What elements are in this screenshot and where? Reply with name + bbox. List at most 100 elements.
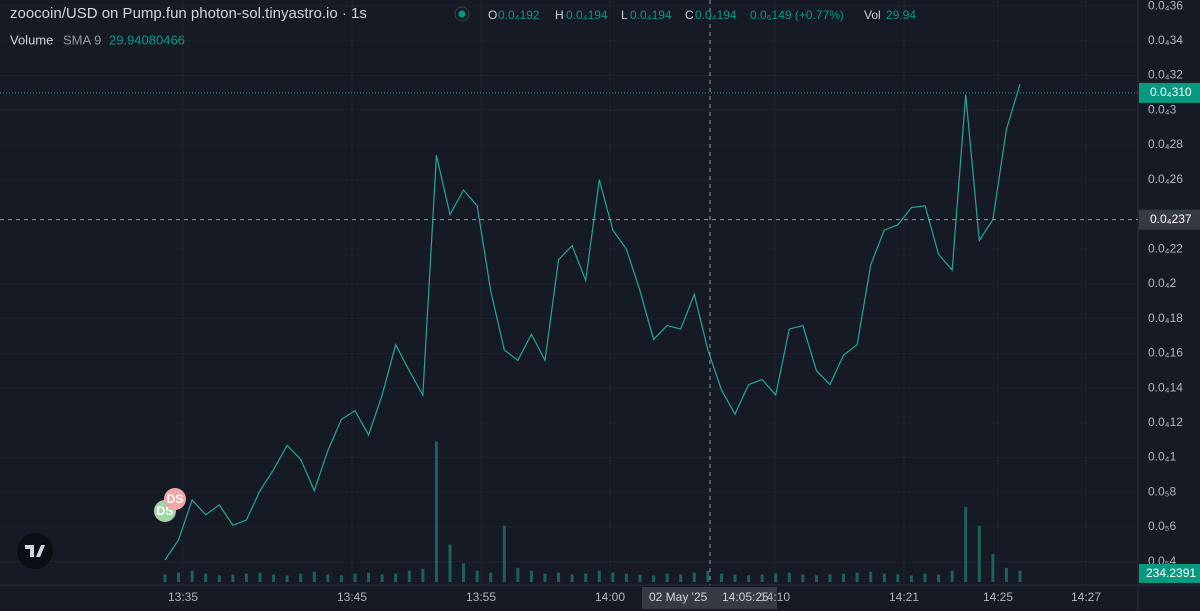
volume-bar <box>597 570 601 582</box>
volume-bar <box>272 574 276 582</box>
volume-bar <box>299 573 303 582</box>
last-price-label: 0.0₄310 <box>1150 85 1192 99</box>
label: L <box>621 8 628 22</box>
volume-bar <box>624 573 628 582</box>
volume-bar <box>448 544 452 582</box>
y-tick-label: 0.0₄2 <box>1148 276 1177 290</box>
label: C <box>685 8 694 22</box>
volume-bar <box>258 572 262 582</box>
volume-bar <box>991 553 995 582</box>
y-tick-label: 0.0₄18 <box>1148 311 1183 325</box>
volume-bar <box>353 573 357 582</box>
y-tick-label: 0.0₅6 <box>1148 519 1177 533</box>
logo-bg <box>17 533 53 569</box>
volume-bar <box>529 570 533 582</box>
volume-bar <box>434 441 438 582</box>
volume-bar <box>923 573 927 582</box>
y-tick-label: 0.0₄22 <box>1148 241 1183 255</box>
marker-label: DS <box>167 492 184 506</box>
volume-bar <box>407 570 411 582</box>
plot <box>164 84 1021 561</box>
volume-bar <box>964 507 968 582</box>
status <box>454 6 470 22</box>
value: 0.0₄192 <box>498 8 540 22</box>
x-tick-label: 13:45 <box>337 590 367 604</box>
value: 29.94 <box>886 8 916 22</box>
label: O <box>488 8 497 22</box>
volume-tag-label: 234.2391 <box>1146 566 1196 580</box>
volume-bar <box>977 525 981 582</box>
y-tick-label: 0.0₄32 <box>1148 68 1183 82</box>
volume-bar <box>611 572 615 582</box>
y-tick-label: 0.0₄26 <box>1148 172 1183 186</box>
volume-bar <box>787 572 791 582</box>
volume-bar <box>163 574 167 582</box>
volume-bar <box>462 563 466 582</box>
title: zoocoin/USD on Pump.fun photon-sol.tinya… <box>10 5 367 22</box>
volume-bar <box>502 525 506 582</box>
volume-bar <box>760 574 764 582</box>
markers[interactable]: DS DS <box>154 488 186 522</box>
label: SMA 9 <box>63 32 101 47</box>
price-axis: 0.0₄36 0.0₄34 0.0₄32 0.0₄3 0.0₄28 0.0₄26 0.0₄2… <box>1148 0 1183 568</box>
volume-bar <box>380 574 384 582</box>
y-tick-label: 0.0₄28 <box>1148 137 1183 151</box>
y-tick-label: 0.0₄12 <box>1148 415 1183 429</box>
volume-bar <box>475 570 479 582</box>
volume-tag <box>1139 564 1200 583</box>
volume-bar <box>584 573 588 582</box>
label: Vol <box>864 8 881 22</box>
volume-bar <box>204 573 208 582</box>
y-tick-label: 0.0₄16 <box>1148 346 1183 360</box>
label: H <box>555 8 564 22</box>
volume-bar <box>190 570 194 582</box>
price-line <box>164 84 1021 561</box>
volume-bar <box>828 574 832 582</box>
crosshair-label: 0.0₄237 <box>1150 212 1192 226</box>
volume-bar <box>679 574 683 582</box>
crosshair-time: 02 May '25 14:05:25 <box>642 587 777 609</box>
volume-bar <box>326 574 330 582</box>
logo <box>17 533 53 569</box>
volume-bar <box>489 572 493 582</box>
volume-bar <box>394 573 398 582</box>
volume-bar <box>177 572 181 582</box>
volume-bar <box>665 573 669 582</box>
last-price-tag <box>1139 82 1200 103</box>
time-tag-clock: 14:05:25 <box>722 590 769 604</box>
volume-bar <box>692 572 696 582</box>
y-tick-label: 0.0₄3 <box>1148 102 1177 116</box>
x-tick-label: 14:27 <box>1071 590 1101 604</box>
grid <box>0 0 1138 585</box>
y-tick-label: 0.0₄1 <box>1148 450 1177 464</box>
y-tick-label: 0.0₄34 <box>1148 33 1183 47</box>
marker[interactable] <box>164 488 186 510</box>
value: 29.94080466 <box>109 32 185 47</box>
volume-bar <box>842 573 846 582</box>
volume-bar <box>950 570 954 582</box>
volume-bar <box>557 572 561 582</box>
time-tag-date: 02 May '25 <box>649 590 708 604</box>
x-tick-label: 14:10 <box>760 590 790 604</box>
volume-bar <box>638 574 642 582</box>
y-tick-label: 0.0₄36 <box>1148 0 1183 12</box>
volume-bar <box>909 575 913 582</box>
volume-bar <box>1018 570 1022 582</box>
volume-bar <box>733 574 737 582</box>
volume-bar <box>882 573 886 582</box>
volume-bar <box>706 570 710 582</box>
volume-bar <box>814 575 818 582</box>
x-tick-label: 14:00 <box>595 590 625 604</box>
volume-bar <box>747 575 751 582</box>
x-tick-label: 14:21 <box>889 590 919 604</box>
volume-bar <box>312 571 316 582</box>
volume-bar <box>516 567 520 582</box>
volume-bar <box>367 572 371 582</box>
y-tick-label: 0.0₅8 <box>1148 484 1177 498</box>
volume-bar <box>774 573 778 582</box>
x-tick-label: 13:55 <box>466 590 496 604</box>
volume-bar <box>543 573 547 582</box>
legend: zoocoin/USD on Pump.fun photon-sol.tinya… <box>10 5 916 47</box>
